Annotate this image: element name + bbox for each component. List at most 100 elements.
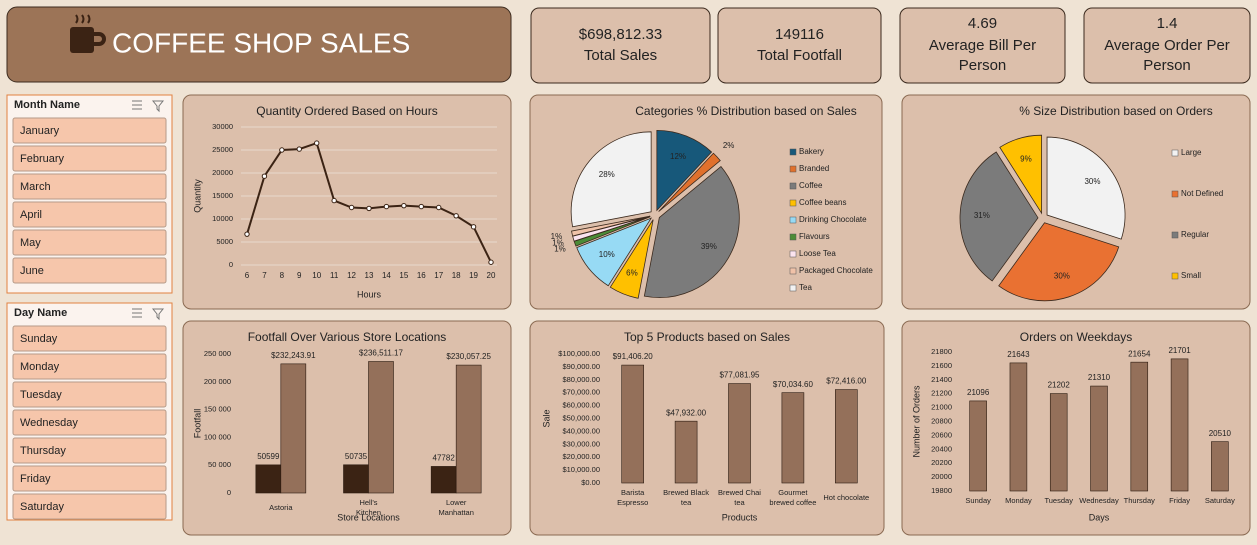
slicer-button[interactable] xyxy=(12,465,167,492)
slicer-item-label[interactable]: Monday xyxy=(20,361,60,373)
slicer-item[interactable]: January xyxy=(12,117,167,144)
header-panel xyxy=(6,6,512,83)
slicer-item[interactable]: Friday xyxy=(12,465,167,492)
slicer-item-label[interactable]: April xyxy=(20,209,42,221)
x-tick-label: 15 xyxy=(399,271,408,280)
bar xyxy=(1009,362,1028,492)
slicer-item[interactable]: June xyxy=(12,257,167,284)
legend-label: Coffee xyxy=(799,181,823,190)
slicer-button[interactable] xyxy=(12,493,167,520)
kpi-value: 4.69 xyxy=(968,15,997,32)
y-tick-label: $70,000.00 xyxy=(562,388,600,397)
x-tick-label: Lower Manhattan xyxy=(438,498,473,517)
slicer-button[interactable] xyxy=(12,201,167,228)
slicer-item[interactable]: Thursday xyxy=(12,437,167,464)
x-tick-label: 10 xyxy=(312,271,321,280)
data-label: 21310 xyxy=(1088,373,1111,382)
x-tick-label: Monday xyxy=(1005,496,1032,505)
data-label: $70,034.60 xyxy=(773,380,814,389)
slicer-button[interactable] xyxy=(12,353,167,380)
bar xyxy=(674,420,698,484)
chart-panel xyxy=(182,94,512,310)
x-tick-label: 16 xyxy=(417,271,426,280)
data-label: $91,406.20 xyxy=(613,352,654,361)
slicer-item-label[interactable]: Sunday xyxy=(20,333,58,345)
slicer-button[interactable] xyxy=(12,257,167,284)
kpi-value: 149116 xyxy=(775,26,824,43)
pie-slice xyxy=(1046,136,1126,240)
bar xyxy=(280,363,307,494)
x-tick-label: Friday xyxy=(1169,496,1190,505)
legend-swatch xyxy=(789,267,797,275)
y-tick-label: $80,000.00 xyxy=(562,375,600,384)
bar xyxy=(430,466,457,494)
slicer-item[interactable]: April xyxy=(12,201,167,228)
slicer-button[interactable] xyxy=(12,325,167,352)
data-label: 1% xyxy=(554,244,566,253)
slicer-item[interactable]: Monday xyxy=(12,353,167,380)
x-tick-label: Tuesday xyxy=(1044,496,1073,505)
slicer-button[interactable] xyxy=(12,381,167,408)
data-label: 39% xyxy=(701,242,717,251)
data-label: 21096 xyxy=(967,388,990,397)
legend-label: Loose Tea xyxy=(799,249,836,258)
y-tick-label: 21800 xyxy=(931,347,952,356)
slicer-item[interactable]: Tuesday xyxy=(12,381,167,408)
kpi-card xyxy=(899,7,1066,84)
slicer-item-label[interactable]: Thursday xyxy=(20,445,66,457)
x-axis-title: Hours xyxy=(357,289,382,299)
data-label: 30% xyxy=(1084,177,1100,186)
slicer-item-label[interactable]: March xyxy=(20,181,51,193)
slicer-item[interactable]: February xyxy=(12,145,167,172)
slicer-item-label[interactable]: Wednesday xyxy=(20,417,78,429)
legend-swatch xyxy=(789,216,797,224)
x-tick-label: 17 xyxy=(434,271,443,280)
data-label: 50599 xyxy=(257,452,280,461)
slicer-item-label[interactable]: Friday xyxy=(20,473,51,485)
data-label: 21643 xyxy=(1007,350,1030,359)
point xyxy=(244,231,250,237)
x-tick-label: 14 xyxy=(382,271,391,280)
header-title: COFFEE SHOP SALES xyxy=(112,27,410,58)
slicer-item[interactable]: Saturday xyxy=(12,493,167,520)
legend-swatch xyxy=(789,165,797,173)
legend-swatch xyxy=(789,233,797,241)
slicer-item[interactable]: Sunday xyxy=(12,325,167,352)
slicer-button[interactable] xyxy=(12,437,167,464)
chart-title: Categories % Distribution based on Sales xyxy=(635,104,856,118)
slicer-item[interactable]: May xyxy=(12,229,167,256)
x-axis-title: Products xyxy=(722,512,758,522)
slicer-button[interactable] xyxy=(12,117,167,144)
slicer-item-label[interactable]: June xyxy=(20,265,44,277)
slicer-item[interactable]: March xyxy=(12,173,167,200)
slicer-button[interactable] xyxy=(12,409,167,436)
bar xyxy=(1090,385,1108,492)
pie-slice xyxy=(643,165,740,298)
slicer-item-label[interactable]: Tuesday xyxy=(20,389,62,401)
data-label: 28% xyxy=(599,170,615,179)
y-axis-title: Number of Orders xyxy=(911,385,921,458)
slicer-button[interactable] xyxy=(12,173,167,200)
bar xyxy=(834,389,858,484)
chart-title: Quantity Ordered Based on Hours xyxy=(256,104,437,118)
slicer-button[interactable] xyxy=(12,145,167,172)
x-tick-label: Saturday xyxy=(1205,496,1235,505)
bar xyxy=(1211,441,1229,492)
slicer-item-label[interactable]: Saturday xyxy=(20,501,65,513)
slicer-item-label[interactable]: February xyxy=(20,153,65,165)
data-label: 1% xyxy=(551,232,563,241)
y-tick-label: 50 000 xyxy=(208,460,231,469)
slicer-item[interactable]: Wednesday xyxy=(12,409,167,436)
point xyxy=(296,146,302,152)
slicer-title: Day Name xyxy=(14,307,67,319)
slicer-button[interactable] xyxy=(12,229,167,256)
y-tick-label: 20800 xyxy=(931,416,952,425)
x-tick-label: Thursday xyxy=(1124,496,1156,505)
y-tick-label: 21600 xyxy=(931,361,952,370)
legend-swatch xyxy=(789,284,797,292)
slicer-item-label[interactable]: May xyxy=(20,237,41,249)
data-label: 10% xyxy=(599,250,615,259)
kpi-value: $698,812.33 xyxy=(579,26,662,43)
slicer-item-label[interactable]: January xyxy=(20,125,60,137)
